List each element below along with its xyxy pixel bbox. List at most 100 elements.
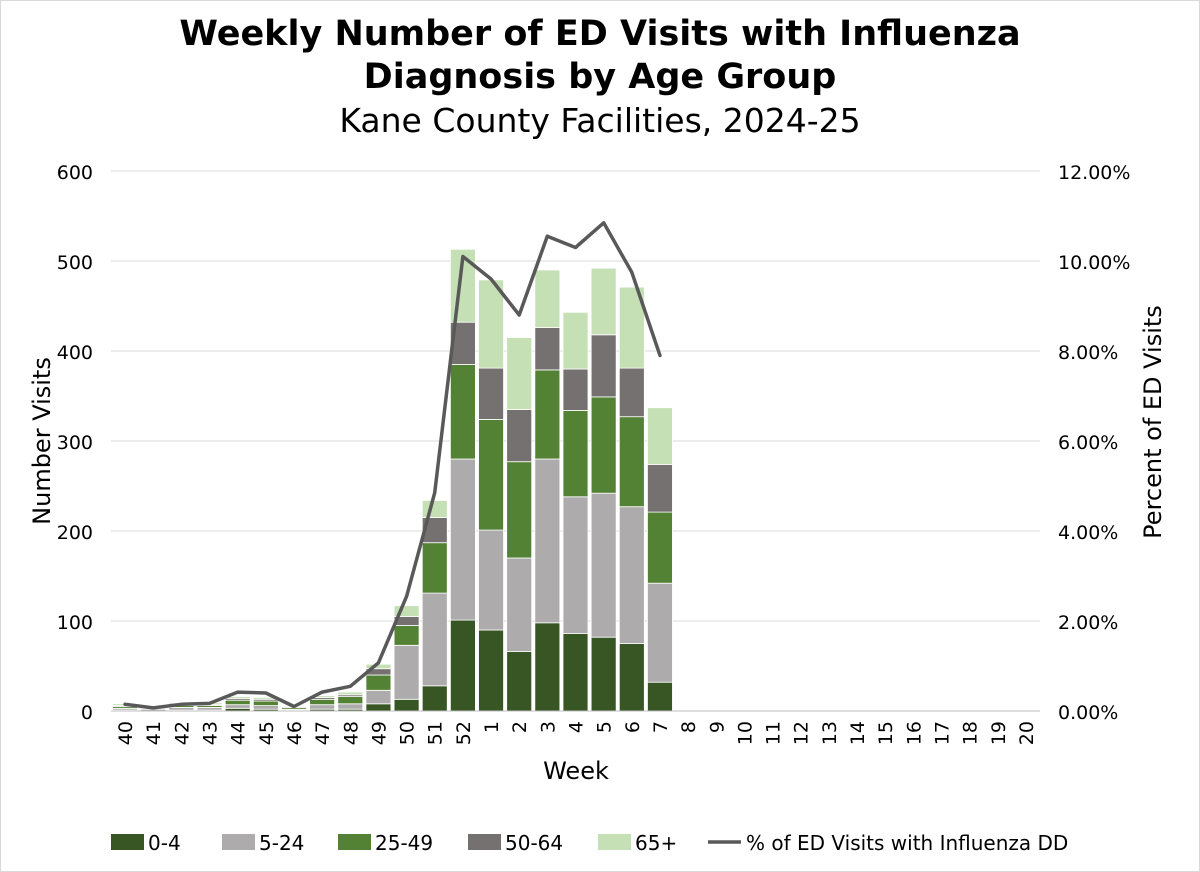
bar-segment — [562, 633, 589, 712]
y-tick-label: 500 — [57, 252, 93, 274]
x-tick-label: 9 — [706, 721, 728, 733]
bar-segment — [562, 368, 589, 411]
bar-segment — [590, 492, 617, 638]
chart-subtitle: Kane County Facilities, 2024-25 — [339, 101, 861, 140]
x-tick-label: 5 — [594, 721, 616, 733]
x-tick-label: 10 — [734, 721, 756, 745]
x-tick-label: 4 — [566, 721, 588, 733]
x-tick-label: 51 — [425, 721, 447, 745]
legend-swatch — [468, 834, 501, 850]
x-tick-label: 3 — [537, 721, 559, 733]
axes-layer: 0 0.00% 100 2.00% 200 4.00% 300 6.00% 400 8.00% 50… — [57, 162, 1131, 745]
bar-segment — [478, 529, 504, 631]
bar-segment — [534, 622, 561, 712]
legend-label: 50-64 — [505, 831, 563, 855]
bar-segment — [337, 696, 364, 705]
legend-label: 25-49 — [375, 831, 433, 855]
legend-swatch — [598, 834, 631, 850]
legend-label: 0-4 — [148, 831, 181, 855]
legend-swatch — [222, 834, 255, 850]
x-tick-label: 49 — [368, 721, 390, 745]
line-layer — [123, 221, 662, 710]
x-tick-label: 2 — [509, 721, 531, 733]
chart-title: Weekly Number of ED Visits with Influenz… — [179, 14, 1021, 54]
bar-segment — [647, 407, 673, 465]
x-tick-label: 42 — [171, 721, 193, 745]
bar-segment — [618, 367, 645, 418]
series-line-pct-ed-visits — [123, 221, 662, 710]
bar-segment — [224, 704, 251, 709]
x-tick-label: 20 — [1016, 721, 1038, 745]
bar-segment — [365, 703, 392, 712]
bar-segment — [534, 458, 561, 624]
legend-label: % of ED Visits with Influenza DD — [746, 831, 1068, 855]
legend: 0-4 5-24 25-49 50-64 65+ % of ED Visits with … — [111, 831, 1068, 855]
x-tick-label: 15 — [875, 721, 897, 745]
bar-segment — [478, 279, 504, 369]
x-tick-label: 45 — [256, 721, 278, 745]
y-tick-label: 200 — [57, 522, 93, 544]
x-tick-label: 46 — [284, 721, 306, 745]
bar-segment — [590, 396, 617, 494]
x-tick-label: 8 — [678, 721, 700, 733]
y-tick-label: 0 — [81, 702, 93, 724]
bar-segment — [562, 409, 589, 498]
x-tick-label: 50 — [397, 721, 419, 745]
bar-segment — [534, 369, 561, 460]
x-tick-label: 13 — [819, 721, 841, 745]
y-tick-label: 400 — [57, 342, 93, 364]
bar-segment — [393, 644, 420, 700]
y2-axis-label: Percent of ED Visits — [1139, 305, 1167, 539]
x-tick-label: 16 — [903, 721, 925, 745]
x-tick-label: 43 — [200, 721, 222, 745]
y2-tick-label: 12.00% — [1058, 162, 1130, 184]
x-tick-label: 19 — [988, 721, 1010, 745]
bar-segment — [421, 542, 448, 594]
bar-segment — [618, 506, 645, 644]
y-tick-label: 100 — [57, 612, 93, 634]
y-tick-label: 300 — [57, 432, 93, 454]
bar-segment — [365, 689, 392, 705]
x-tick-label: 52 — [453, 721, 475, 745]
bar-segment — [168, 707, 195, 711]
bar-segment — [647, 681, 673, 712]
bar-segment — [618, 643, 645, 712]
bar-segment — [449, 458, 476, 621]
x-tick-label: 40 — [115, 721, 137, 745]
legend-swatch — [338, 834, 371, 850]
y2-tick-label: 2.00% — [1058, 612, 1118, 634]
bar-segment — [309, 698, 336, 706]
y2-tick-label: 10.00% — [1058, 252, 1130, 274]
x-tick-label: 7 — [650, 721, 672, 733]
bar-segment — [506, 337, 533, 410]
x-axis-label: Week — [543, 757, 609, 785]
bar-segment — [506, 651, 533, 712]
x-tick-label: 47 — [312, 721, 334, 745]
bar-segment — [393, 605, 420, 617]
bar-segment — [647, 463, 673, 513]
bar-segment — [224, 699, 251, 706]
bar-segment — [478, 367, 504, 420]
bar-segment — [534, 269, 561, 328]
bar-segment — [309, 704, 336, 710]
bar-segment — [421, 592, 448, 687]
bar-segment — [534, 327, 561, 371]
x-tick-label: 17 — [931, 721, 953, 745]
bar-segment — [365, 674, 392, 691]
y-axis-label: Number Visits — [28, 357, 56, 525]
bar-segment — [590, 636, 617, 712]
chart-title-line2: Diagnosis by Age Group — [363, 57, 837, 97]
bar-segment — [252, 700, 279, 706]
x-tick-label: 48 — [340, 721, 362, 745]
bar-segment — [449, 364, 476, 460]
bar-segment — [478, 418, 504, 531]
bars-layer — [112, 248, 673, 712]
y2-tick-label: 0.00% — [1058, 702, 1118, 724]
bar-segment — [337, 691, 364, 696]
bar-segment — [590, 267, 617, 336]
bar-segment — [647, 582, 673, 683]
bar-segment — [506, 557, 533, 652]
bar-segment — [421, 499, 448, 518]
bar-segment — [562, 311, 589, 370]
